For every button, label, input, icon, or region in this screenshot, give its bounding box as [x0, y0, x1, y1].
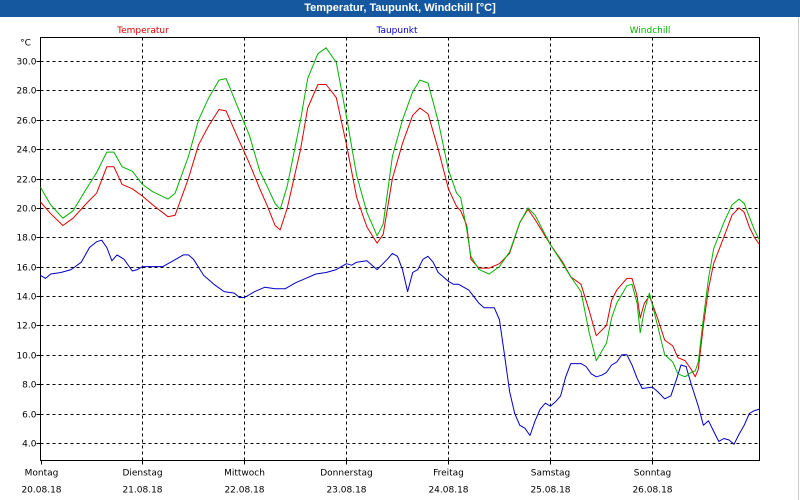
legend-taupunkt: Taupunkt [375, 26, 418, 36]
y-tick-label: 18.0 [16, 234, 36, 244]
x-day-label: Samstag [531, 469, 570, 479]
y-tick-label: 22.0 [16, 176, 36, 186]
legend: Temperatur Taupunkt Windchill [116, 26, 670, 36]
x-day-label: Sonntag [634, 469, 671, 479]
x-date-label: 26.08.18 [632, 486, 672, 496]
series-line-temperatur [40, 84, 760, 378]
y-tick-label: 12.0 [16, 322, 36, 332]
y-tick-label: 30.0 [16, 58, 36, 68]
y-tick-label: 14.0 [16, 293, 36, 303]
y-tick-label: 20.0 [16, 205, 36, 215]
y-tick-label: 6.0 [22, 411, 37, 421]
x-axis: Montag 20.08.18 Dienstag 21.08.18 Mittwoch 22… [21, 460, 673, 496]
y-tick-label: 16.0 [16, 264, 36, 274]
series-line-windchill [40, 47, 760, 378]
plot-frame [40, 37, 760, 461]
grid-lines [40, 37, 760, 461]
x-day-label: Mittwoch [224, 469, 265, 479]
y-tick-label: 4.0 [22, 440, 37, 450]
y-tick-label: 10.0 [16, 352, 36, 362]
x-date-label: 21.08.18 [122, 486, 162, 496]
x-date-label: 23.08.18 [326, 486, 366, 496]
y-axis: 4.0 6.0 8.0 10.0 12.0 14.0 16.0 18.0 20.0 22.0 24.… [16, 39, 41, 450]
window-title: Temperatur, Taupunkt, Windchill [°C] [0, 0, 800, 17]
x-date-label: 22.08.18 [224, 486, 264, 496]
x-date-label: 20.08.18 [21, 486, 61, 496]
x-date-label: 25.08.18 [530, 486, 570, 496]
series-line-taupunkt [40, 239, 760, 445]
y-tick-label: 24.0 [16, 146, 36, 156]
legend-temperatur: Temperatur [116, 26, 169, 36]
line-chart: Temperatur Taupunkt Windchill 4.0 6.0 8.0 10.… [0, 17, 800, 500]
x-day-label: Montag [25, 469, 59, 479]
x-date-label: 24.08.18 [428, 486, 468, 496]
x-day-label: Donnerstag [320, 469, 373, 479]
x-day-label: Dienstag [122, 469, 162, 479]
y-axis-label: °C [20, 39, 31, 49]
y-tick-label: 8.0 [22, 381, 37, 391]
series-lines [40, 47, 760, 445]
x-day-label: Freitag [433, 469, 464, 479]
y-tick-label: 28.0 [16, 87, 36, 97]
y-tick-label: 26.0 [16, 117, 36, 127]
legend-windchill: Windchill [630, 26, 671, 36]
